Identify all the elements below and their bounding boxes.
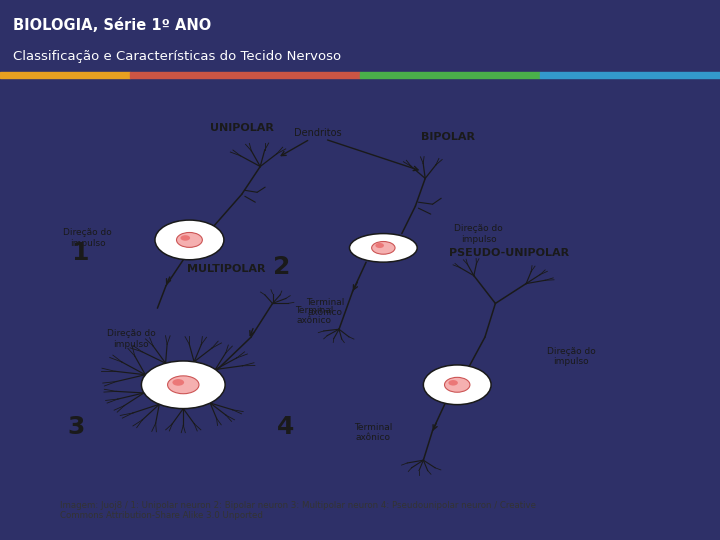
Text: Terminal
axônico: Terminal axônico xyxy=(306,298,344,317)
Ellipse shape xyxy=(181,235,190,241)
Bar xyxy=(360,72,540,78)
Ellipse shape xyxy=(349,234,417,262)
Text: PSEUDO-UNIPOLAR: PSEUDO-UNIPOLAR xyxy=(449,248,570,258)
Text: Dendritos: Dendritos xyxy=(294,128,341,138)
Text: MULTIPOLAR: MULTIPOLAR xyxy=(187,264,266,274)
Text: 2: 2 xyxy=(273,255,290,279)
Text: Imagem: Juoj8 / 1: Unipolar neuron 2: Bipolar neuron 3: Multipolar neuron 4: Pse: Imagem: Juoj8 / 1: Unipolar neuron 2: Bi… xyxy=(60,501,536,521)
Text: BIPOLAR: BIPOLAR xyxy=(421,132,475,142)
Ellipse shape xyxy=(168,376,199,394)
Ellipse shape xyxy=(155,220,224,260)
Ellipse shape xyxy=(375,243,384,248)
Text: Direção do
impulso: Direção do impulso xyxy=(546,347,595,366)
Text: Direção do
impulso: Direção do impulso xyxy=(454,224,503,244)
Ellipse shape xyxy=(423,365,491,404)
Text: Classificação e Características do Tecido Nervoso: Classificação e Características do Tecid… xyxy=(13,50,341,63)
Text: Terminal
axônico: Terminal axônico xyxy=(295,306,333,325)
Text: BIOLOGIA, Série 1º ANO: BIOLOGIA, Série 1º ANO xyxy=(13,18,211,33)
Bar xyxy=(540,72,720,78)
Text: Terminal
axônico: Terminal axônico xyxy=(354,423,392,442)
Text: Direção do
impulso: Direção do impulso xyxy=(63,228,112,248)
Ellipse shape xyxy=(141,361,225,409)
Text: 4: 4 xyxy=(277,415,294,440)
Ellipse shape xyxy=(444,377,470,392)
Ellipse shape xyxy=(172,379,184,386)
Text: Direção do
impulso: Direção do impulso xyxy=(107,329,156,349)
Ellipse shape xyxy=(449,380,458,386)
Text: 3: 3 xyxy=(68,415,85,440)
Text: UNIPOLAR: UNIPOLAR xyxy=(210,123,274,133)
Bar xyxy=(130,72,360,78)
Ellipse shape xyxy=(372,241,395,254)
Text: 1: 1 xyxy=(71,241,89,265)
Bar xyxy=(0,72,130,78)
Ellipse shape xyxy=(176,233,202,247)
